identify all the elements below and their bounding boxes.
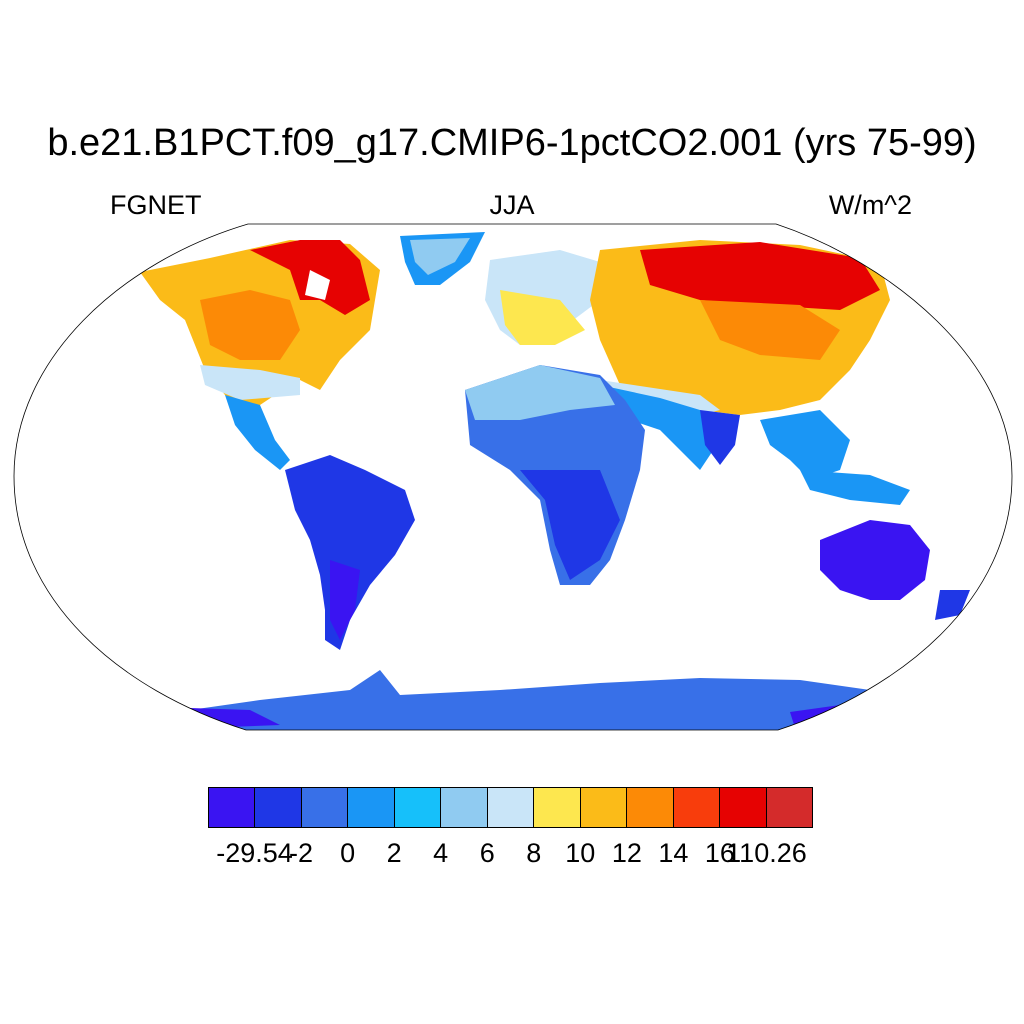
land-surface-field <box>140 232 970 730</box>
colorbar-tick-label: 14 <box>658 838 689 868</box>
colorbar-swatch <box>300 787 349 828</box>
colorbar-tick-label: 8 <box>526 838 542 868</box>
colorbar-tick-label: 2 <box>386 838 402 868</box>
colorbar-tick-label: -2 <box>289 838 314 868</box>
map-border <box>13 223 1013 731</box>
colorbar-tick-label: 16 <box>704 838 735 868</box>
colorbar-tick-label: 10 <box>565 838 596 868</box>
colorbar-swatch <box>254 787 302 828</box>
colorbar-swatch <box>672 787 721 828</box>
australia <box>820 520 930 600</box>
colorbar-swatch <box>765 787 814 828</box>
colorbar-swatch <box>533 787 581 828</box>
south-america <box>285 455 415 650</box>
colorbar-swatch <box>208 787 256 828</box>
colorbar-tick-label: 0 <box>340 838 356 868</box>
colorbar-swatch <box>486 787 535 828</box>
southeast-asia <box>760 410 850 480</box>
colorbar-swatch <box>440 787 488 828</box>
left-label: FGNET <box>110 190 202 220</box>
colorbar-swatch <box>626 787 674 828</box>
colorbar-swatch <box>393 787 442 828</box>
page-title: b.e21.B1PCT.f09_g17.CMIP6-1pctCO2.001 (y… <box>47 122 977 164</box>
colorbar-tick-label: 12 <box>611 838 642 868</box>
india <box>700 410 740 465</box>
colorbar <box>208 787 814 828</box>
colorbar-tick-label: 6 <box>479 838 495 868</box>
colorbar-swatch <box>579 787 628 828</box>
colorbar-swatch <box>347 787 395 828</box>
colorbar-swatch <box>719 787 767 828</box>
central-america <box>225 395 290 470</box>
colorbar-tick-label: -29.54 <box>216 838 293 868</box>
antarctica <box>150 670 900 730</box>
units-label: W/m^2 <box>828 190 912 220</box>
colorbar-tick-label: 110.26 <box>726 838 807 868</box>
center-label: JJA <box>489 190 535 220</box>
colorbar-tick-label: 4 <box>433 838 449 868</box>
